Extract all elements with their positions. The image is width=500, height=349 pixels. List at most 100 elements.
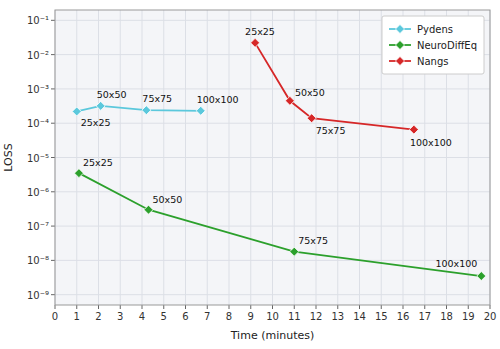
- tick-label: 10⁻⁷: [27, 221, 49, 232]
- tick-label: 18: [440, 311, 453, 322]
- data-point: [477, 272, 486, 281]
- tick-label: 13: [331, 311, 344, 322]
- legend-marker: [395, 25, 404, 34]
- tick-mark: [403, 305, 404, 309]
- annotation: 25x25: [245, 26, 275, 37]
- annotation: 25x25: [83, 157, 113, 168]
- legend-box: [382, 16, 484, 74]
- tick-label: 10: [266, 311, 279, 322]
- plot-frame: [55, 10, 490, 305]
- chart: 0123456789101112131415161718192010⁻¹10⁻²…: [0, 0, 500, 349]
- tick-label: 5: [161, 311, 167, 322]
- tick-label: 10⁻²: [27, 50, 49, 61]
- tick-label: 3: [117, 311, 123, 322]
- tick-label: 10⁻⁸: [27, 255, 49, 266]
- grid-line: [55, 191, 490, 192]
- tick-mark: [51, 88, 55, 89]
- grid-line: [55, 157, 490, 158]
- legend-marker: [395, 41, 404, 50]
- tick-label: 0: [52, 311, 58, 322]
- data-point: [409, 125, 418, 134]
- tick-mark: [185, 305, 186, 309]
- tick-label: 6: [182, 311, 188, 322]
- tick-mark: [468, 305, 469, 309]
- data-point: [196, 106, 205, 115]
- data-point: [285, 96, 294, 105]
- tick-mark: [250, 305, 251, 309]
- tick-mark: [51, 123, 55, 124]
- tick-label: 12: [310, 311, 323, 322]
- data-point: [74, 169, 83, 178]
- plot-marks: [72, 38, 486, 280]
- data-point: [142, 106, 151, 115]
- tick-mark: [381, 305, 382, 309]
- annotation: 50x50: [97, 89, 127, 100]
- tick-label: 10⁻¹: [27, 15, 49, 26]
- tick-mark: [51, 191, 55, 192]
- grid-line: [55, 123, 490, 124]
- tick-mark: [76, 305, 77, 309]
- tick-label: 9: [248, 311, 254, 322]
- grid-line: [55, 294, 490, 295]
- tick-mark: [359, 305, 360, 309]
- tick-label: 4: [139, 311, 145, 322]
- tick-label: 15: [375, 311, 388, 322]
- tick-label: 10⁻⁹: [27, 290, 49, 301]
- annotation: 100x100: [197, 94, 239, 105]
- x-axis-label: Time (minutes): [230, 329, 315, 342]
- tick-mark: [163, 305, 164, 309]
- tick-label: 7: [204, 311, 210, 322]
- annotation: 25x25: [81, 117, 111, 128]
- annotation: 100x100: [435, 258, 477, 269]
- data-point: [96, 101, 105, 110]
- data-point: [72, 107, 81, 116]
- tick-label: 10⁻⁴: [27, 118, 49, 129]
- tick-mark: [294, 305, 295, 309]
- data-point: [290, 247, 299, 256]
- legend-label: Pydens: [417, 24, 453, 35]
- tick-mark: [490, 305, 491, 309]
- annotation: 75x75: [298, 235, 328, 246]
- tick-label: 1: [74, 311, 80, 322]
- tick-label: 10⁻³: [27, 84, 49, 95]
- legend-label: NeuroDiffEq: [417, 40, 477, 51]
- tick-mark: [446, 305, 447, 309]
- data-point: [144, 205, 153, 214]
- tick-mark: [316, 305, 317, 309]
- tick-mark: [424, 305, 425, 309]
- tick-mark: [55, 305, 56, 309]
- tick-label: 8: [226, 311, 232, 322]
- legend-marker: [395, 57, 404, 66]
- tick-label: 11: [288, 311, 301, 322]
- tick-mark: [51, 260, 55, 261]
- plot-area: [55, 10, 490, 305]
- y-axis-label: LOSS: [2, 143, 15, 171]
- legend-label: Nangs: [417, 56, 449, 67]
- tick-label: 16: [397, 311, 410, 322]
- tick-label: 10⁻⁵: [27, 153, 49, 164]
- tick-label: 20: [484, 311, 497, 322]
- tick-mark: [142, 305, 143, 309]
- legend: Pydens NeuroDiffEq Nangs: [382, 16, 484, 74]
- tick-mark: [207, 305, 208, 309]
- tick-mark: [120, 305, 121, 309]
- annotation: 50x50: [153, 194, 183, 205]
- annotation: 75x75: [316, 125, 346, 136]
- series-line: [79, 173, 481, 276]
- annotation: 100x100: [410, 137, 452, 148]
- tick-mark: [51, 20, 55, 21]
- tick-mark: [229, 305, 230, 309]
- tick-label: 2: [95, 311, 101, 322]
- tick-label: 10⁻⁶: [27, 187, 49, 198]
- tick-mark: [98, 305, 99, 309]
- tick-mark: [272, 305, 273, 309]
- tick-mark: [337, 305, 338, 309]
- tick-label: 17: [418, 311, 431, 322]
- series-line: [77, 106, 201, 112]
- annotation: 50x50: [295, 87, 325, 98]
- tick-label: 19: [462, 311, 475, 322]
- grid-line: [55, 260, 490, 261]
- tick-mark: [51, 226, 55, 227]
- tick-mark: [51, 157, 55, 158]
- tick-mark: [51, 294, 55, 295]
